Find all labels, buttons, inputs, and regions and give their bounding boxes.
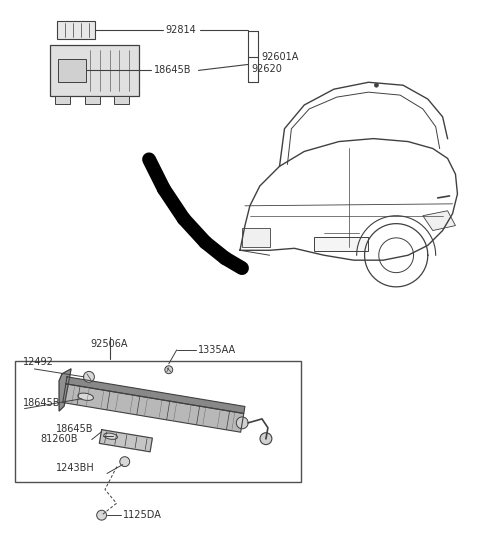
Circle shape	[165, 366, 173, 374]
Text: 92814: 92814	[166, 25, 197, 35]
Circle shape	[374, 83, 378, 87]
Bar	[14, 361, 301, 482]
Text: 18645B: 18645B	[56, 424, 94, 434]
Text: 81260B: 81260B	[40, 434, 78, 444]
Bar	[58, 58, 86, 82]
Ellipse shape	[104, 433, 118, 439]
Polygon shape	[423, 211, 456, 230]
Circle shape	[96, 510, 107, 520]
Text: 18645B: 18645B	[154, 66, 192, 75]
Polygon shape	[59, 369, 71, 411]
Text: 92620: 92620	[252, 64, 283, 74]
Circle shape	[120, 457, 130, 467]
Text: 18645B: 18645B	[23, 398, 60, 408]
Bar	[314, 237, 369, 251]
Text: 92506A: 92506A	[91, 339, 128, 349]
Circle shape	[84, 371, 95, 382]
Bar	[50, 45, 139, 96]
Polygon shape	[99, 430, 152, 452]
Ellipse shape	[78, 393, 94, 401]
Bar	[59, 22, 93, 37]
Bar	[85, 96, 100, 104]
Circle shape	[260, 433, 272, 445]
Text: 12492: 12492	[23, 357, 53, 367]
Polygon shape	[57, 21, 95, 39]
Bar	[242, 228, 270, 247]
Text: 1125DA: 1125DA	[123, 510, 162, 520]
Bar	[55, 96, 70, 104]
Polygon shape	[63, 384, 244, 432]
Text: 1243BH: 1243BH	[56, 463, 94, 473]
Circle shape	[236, 417, 248, 429]
Polygon shape	[66, 377, 245, 413]
Text: 92601A: 92601A	[262, 52, 299, 62]
Bar	[114, 96, 129, 104]
Text: 1335AA: 1335AA	[198, 345, 237, 355]
